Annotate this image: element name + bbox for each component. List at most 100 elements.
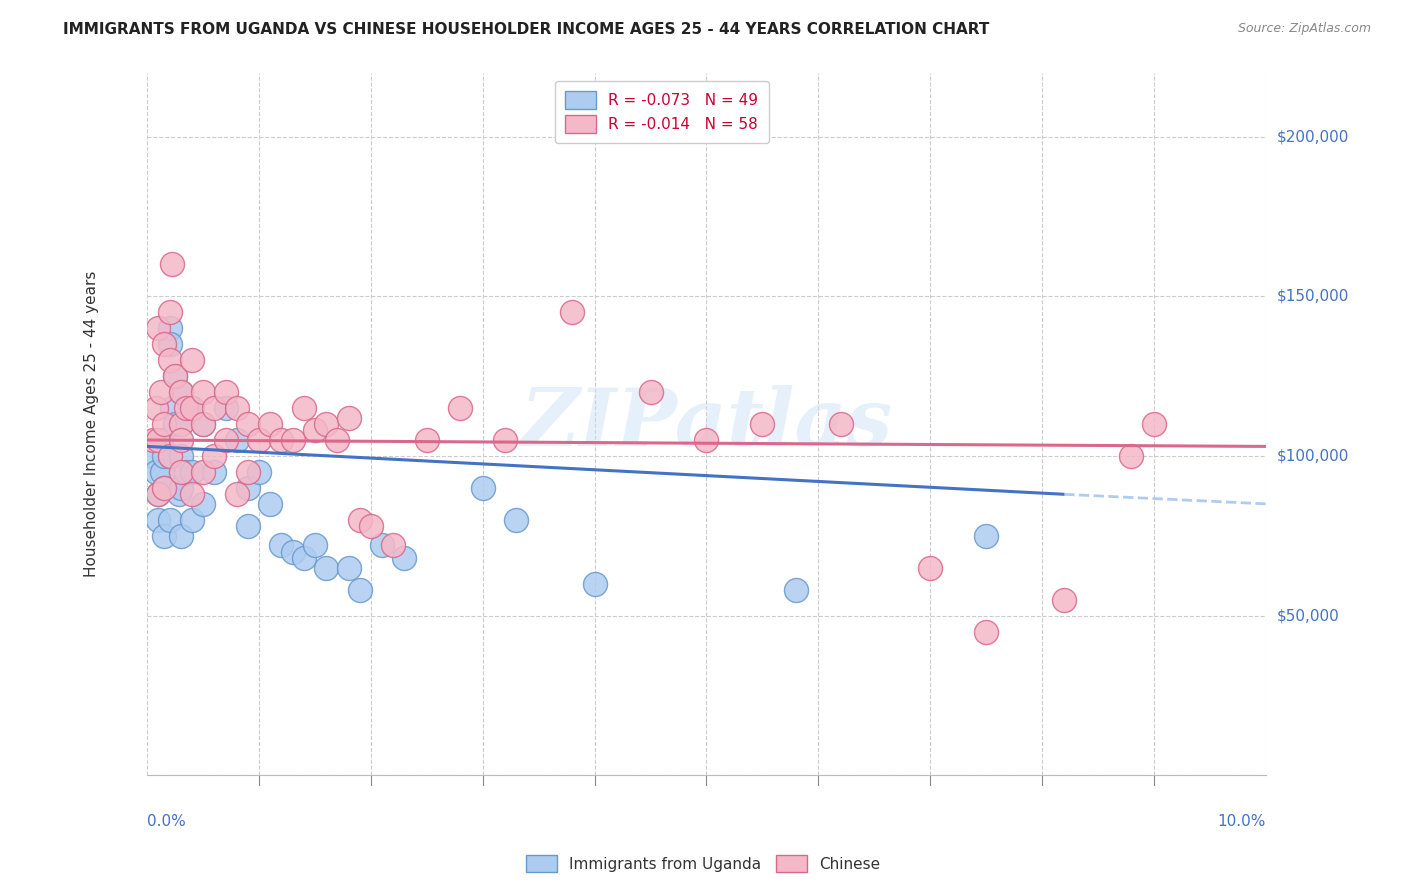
Point (371, 538, 394, 552)
Point (142, 449, 165, 463)
Point (225, 433, 247, 447)
Point (160, 258, 183, 272)
Point (1053, 592, 1076, 607)
Point (292, 551, 315, 566)
Point (315, 560, 337, 574)
Point (150, 465, 173, 479)
Point (416, 433, 439, 447)
Point (165, 369, 187, 384)
Point (159, 449, 181, 463)
Point (349, 582, 371, 597)
Point (165, 369, 187, 384)
Point (974, 624, 997, 639)
Text: $100,000: $100,000 (1277, 449, 1350, 464)
Point (247, 433, 270, 447)
Text: Source: ZipAtlas.com: Source: ZipAtlas.com (1237, 22, 1371, 36)
Text: $200,000: $200,000 (1277, 129, 1350, 145)
Point (1121, 449, 1143, 463)
Point (148, 487, 170, 501)
Point (170, 449, 193, 463)
Point (304, 538, 326, 552)
Point (561, 305, 583, 319)
Point (214, 385, 236, 400)
Point (349, 513, 371, 527)
Text: $150,000: $150,000 (1277, 289, 1350, 304)
Point (159, 353, 181, 368)
Point (695, 433, 717, 447)
Point (918, 560, 941, 574)
Point (170, 385, 193, 400)
Point (583, 576, 606, 591)
Point (149, 385, 172, 400)
Point (202, 449, 225, 463)
Point (181, 401, 204, 416)
Point (153, 481, 176, 495)
Point (148, 433, 170, 447)
Point (1143, 417, 1166, 431)
Point (170, 481, 193, 495)
Text: $50,000: $50,000 (1277, 608, 1340, 624)
Point (165, 417, 187, 431)
Point (202, 401, 225, 416)
Point (159, 321, 181, 335)
Point (145, 401, 167, 416)
Point (153, 449, 176, 463)
Point (315, 417, 337, 431)
Point (153, 337, 176, 351)
Point (326, 433, 349, 447)
Point (202, 465, 225, 479)
Point (153, 481, 176, 495)
Point (304, 424, 326, 438)
Point (193, 417, 215, 431)
Text: Householder Income Ages 25 - 44 years: Householder Income Ages 25 - 44 years (84, 271, 98, 577)
Point (170, 529, 193, 543)
Point (148, 487, 170, 501)
Point (236, 519, 259, 533)
Point (149, 433, 172, 447)
Point (170, 385, 193, 400)
Point (236, 417, 259, 431)
Point (142, 433, 165, 447)
Point (170, 417, 193, 431)
Point (259, 497, 281, 511)
Point (181, 401, 204, 416)
Legend: Immigrants from Uganda, Chinese: Immigrants from Uganda, Chinese (519, 847, 887, 880)
Point (505, 513, 527, 527)
Point (785, 582, 807, 597)
Point (225, 487, 247, 501)
Point (337, 560, 360, 574)
Point (394, 551, 416, 566)
Text: IMMIGRANTS FROM UGANDA VS CHINESE HOUSEHOLDER INCOME AGES 25 - 44 YEARS CORRELAT: IMMIGRANTS FROM UGANDA VS CHINESE HOUSEH… (63, 22, 990, 37)
Point (236, 481, 259, 495)
Point (360, 519, 382, 533)
Point (225, 401, 247, 416)
Point (159, 513, 181, 527)
Point (751, 417, 773, 431)
Point (270, 433, 292, 447)
Point (170, 465, 193, 479)
Point (170, 433, 193, 447)
Point (830, 417, 852, 431)
Point (148, 321, 170, 335)
Text: 10.0%: 10.0% (1218, 814, 1265, 829)
Point (153, 417, 176, 431)
Point (640, 385, 662, 400)
Point (193, 417, 215, 431)
Point (193, 385, 215, 400)
Point (471, 481, 494, 495)
Point (167, 487, 190, 501)
Point (181, 465, 204, 479)
Point (145, 465, 167, 479)
Point (281, 545, 304, 559)
Point (176, 401, 198, 416)
Point (247, 465, 270, 479)
Point (270, 538, 292, 552)
Point (170, 417, 193, 431)
Point (153, 529, 176, 543)
Point (236, 465, 259, 479)
Point (159, 337, 181, 351)
Point (159, 305, 181, 319)
Point (974, 529, 997, 543)
Point (449, 401, 471, 416)
Point (292, 401, 315, 416)
